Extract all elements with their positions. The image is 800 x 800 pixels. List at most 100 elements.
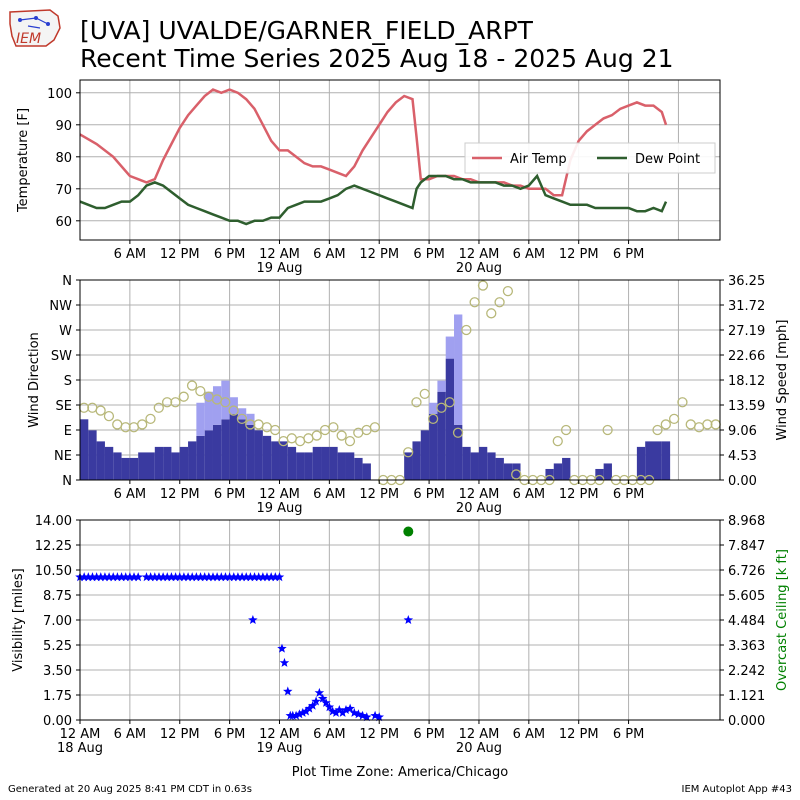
visibility-point [277, 643, 287, 653]
wind-direction-point [602, 424, 613, 436]
visibility-point [175, 572, 185, 582]
vis-tick-label: 10.50 [35, 564, 72, 579]
visibility-point [331, 707, 341, 717]
wind-direction-point [253, 419, 264, 430]
wind-gust-bar [437, 380, 446, 392]
wind-direction-point [411, 397, 422, 408]
visibility-point [233, 572, 243, 582]
wind-xtick-label: 12 PM [160, 487, 200, 502]
vis-xtick-label: 12 AM [259, 727, 300, 742]
wind-gust-bar [221, 380, 230, 420]
wind-xtick-label: 6 AM [114, 487, 147, 502]
wind-speed-bar [645, 441, 654, 480]
wind-dir-tick-label: S [64, 374, 72, 389]
visibility-point [229, 572, 239, 582]
wind-speed-bar [470, 452, 479, 480]
vis-tick-label: 7.00 [43, 614, 72, 629]
visibility-point [183, 572, 193, 582]
wind-speed-bar [404, 452, 413, 480]
wind-xtick-label: 6 AM [313, 487, 346, 502]
iem-logo: IEM [9, 9, 61, 47]
wind-direction-point [137, 419, 148, 430]
wind-speed-bar [212, 424, 222, 480]
wind-dir-tick-label: N [62, 274, 72, 289]
wind-speed-bar [636, 446, 646, 480]
visibility-point [204, 572, 214, 582]
ceiling-ylabel: Overcast Ceiling [k ft] [775, 549, 790, 691]
wind-direction-point [469, 297, 480, 308]
wind-speed-bar [512, 463, 521, 480]
wind-speed-bar [545, 468, 554, 480]
wind-direction-point [303, 433, 314, 444]
visibility-point [195, 572, 206, 582]
legend-air-temp-label: Air Temp [510, 152, 567, 167]
vis-xtick-label: 12 AM [60, 727, 101, 742]
visibility-point [321, 697, 331, 707]
visibility-point [357, 710, 368, 720]
temp-xtick-label: 12 PM [559, 247, 599, 262]
visibility-point [362, 712, 372, 722]
dew-point-line [79, 173, 668, 226]
visibility-point [334, 705, 345, 714]
wind-direction-point [668, 413, 680, 425]
wind-direction-point [170, 397, 181, 408]
vis-tick-label: 8.75 [43, 589, 72, 604]
visibility-point [270, 572, 281, 582]
wind-speed-bar [553, 463, 563, 480]
wind-speed-bar [495, 457, 504, 480]
vis-xtick-label: 12 PM [559, 727, 599, 742]
ceiling-tick-label: 4.484 [728, 614, 765, 629]
wind-speed-bar [345, 452, 355, 480]
vis-tick-label: 3.50 [43, 664, 72, 679]
visibility-point [96, 572, 106, 582]
wind-direction-point [294, 435, 306, 447]
wind-speed-bar [462, 446, 471, 480]
wind-speed-bar [329, 446, 338, 480]
wind-direction-point [178, 391, 189, 402]
legend-dew-point-label: Dew Point [635, 152, 700, 167]
chart-title-line2: Recent Time Series 2025 Aug 18 - 2025 Au… [80, 44, 674, 73]
visibility-point [166, 572, 177, 582]
visibility-point [248, 615, 258, 624]
wind-speed-bar [221, 419, 230, 480]
wind-speed-bar [312, 446, 322, 480]
vis-xtick-label: 6 AM [313, 727, 346, 742]
wind-dir-tick-label: W [59, 324, 72, 339]
visibility-point [237, 572, 247, 582]
wind-speed-tick-label: 18.12 [728, 374, 765, 389]
wind-speed-bar [354, 457, 363, 480]
vis-xtick-label: 6 PM [613, 727, 644, 742]
wind-frame [79, 279, 721, 481]
air-temp-line [79, 88, 668, 197]
ceiling-tick-label: 3.363 [728, 639, 765, 654]
vis-frame [79, 519, 721, 721]
temp-ytick-label: 60 [55, 215, 72, 230]
wind-direction-point [153, 402, 164, 413]
ceiling-tick-label: 1.121 [728, 689, 765, 704]
visibility-point [191, 572, 202, 582]
wind-speed-bar [113, 452, 122, 480]
wind-speed-bar [163, 446, 172, 480]
ceiling-tick-label: 2.242 [728, 664, 765, 679]
wind-speed-bar [121, 457, 130, 480]
visibility-point [253, 572, 264, 582]
wind-speed-ylabel: Wind Speed [mph] [775, 320, 790, 441]
ceiling-tick-label: 7.847 [728, 539, 765, 554]
wind-dir-tick-label: NW [49, 299, 72, 314]
wind-speed-bar [337, 452, 346, 480]
visibility-point [274, 572, 285, 582]
visibility-point [162, 572, 172, 582]
temp-ytick-label: 70 [55, 183, 72, 198]
wind-speed-bar [154, 446, 164, 480]
wind-speed-bar [129, 457, 139, 480]
temp-legend-box [464, 142, 716, 174]
wind-direction-point [344, 435, 356, 447]
wind-speed-tick-label: 13.59 [728, 399, 765, 414]
wind-direction-point [95, 405, 106, 416]
visibility-point [199, 572, 210, 582]
wind-xtick-label: 12 PM [359, 487, 399, 502]
wind-xtick-label: 6 PM [413, 487, 444, 502]
wind-xtick-label: 12 AM [459, 487, 500, 502]
wind-direction-point [444, 397, 455, 408]
wind-direction-point [427, 413, 439, 425]
